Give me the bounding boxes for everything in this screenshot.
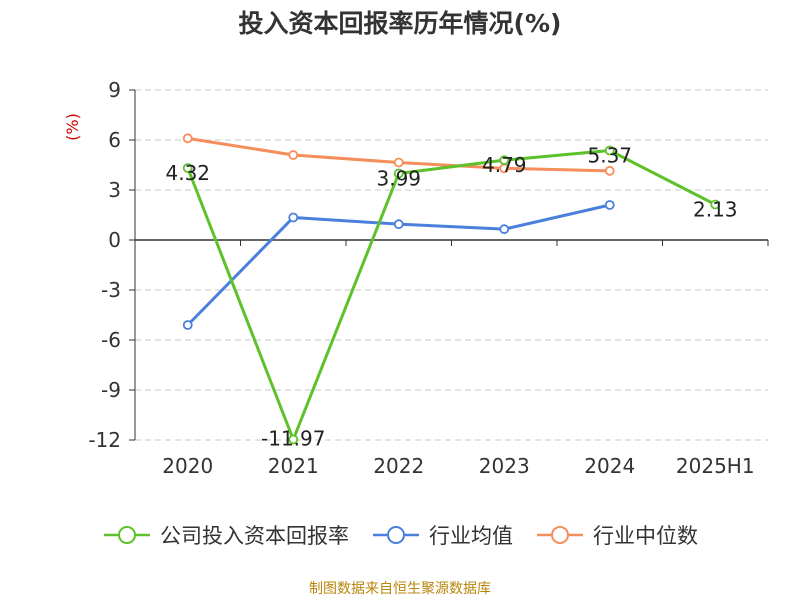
data-point: [393, 219, 404, 230]
legend-line-icon: [373, 526, 419, 544]
y-axis-label: (%): [63, 113, 82, 141]
data-label: 3.99: [376, 167, 421, 191]
data-point: [604, 165, 615, 176]
y-tick-label: -3: [101, 278, 121, 302]
grid-lines: [135, 89, 768, 441]
legend-item: 公司投入资本回报率: [102, 520, 349, 550]
y-tick-label: 0: [108, 228, 121, 252]
data-point: [182, 163, 193, 173]
data-point: [182, 320, 193, 330]
data-point: [499, 155, 510, 166]
x-tick-label: 2024: [584, 454, 635, 478]
y-tick-label: -12: [88, 428, 121, 452]
data-point: [710, 199, 721, 210]
x-tick-label: 2020: [162, 454, 213, 478]
data-point: [604, 145, 615, 156]
x-tick-label: 2021: [268, 454, 319, 478]
y-tick-label: -6: [101, 328, 121, 352]
data-label: 4.32: [165, 161, 210, 185]
x-tick-label: 2022: [373, 454, 424, 478]
legend-label: 行业均值: [429, 524, 513, 548]
legend-label: 行业中位数: [593, 524, 698, 548]
data-point: [499, 224, 510, 235]
y-tick-label: 3: [108, 178, 121, 202]
axes: 9 6 3 0 -3 -6 -9 -12 2020 2021 2022 2023 2024 2025H1 (…: [63, 78, 769, 478]
series-lines: [182, 133, 721, 445]
y-tick-label: 6: [108, 128, 121, 152]
data-label: 4.79: [482, 153, 527, 177]
series-line: [186, 149, 716, 441]
legend: 公司投入资本回报率 行业均值 行业中位数: [0, 520, 800, 550]
x-tick-label: 2025H1: [676, 454, 755, 478]
data-point: [604, 200, 615, 210]
y-tick-label: -9: [101, 378, 121, 402]
data-point: [393, 168, 404, 179]
data-label: 2.13: [693, 198, 738, 222]
data-point: [393, 157, 404, 168]
data-point: [288, 212, 299, 223]
legend-item: 行业均值: [371, 520, 513, 550]
legend-line-icon: [104, 526, 150, 544]
legend-item: 行业中位数: [535, 520, 698, 550]
legend-label: 公司投入资本回报率: [160, 524, 349, 548]
data-point: [288, 150, 299, 160]
source-note: 制图数据来自恒生聚源数据库: [309, 581, 491, 597]
data-point: [288, 434, 299, 445]
data-labels: 4.32 -11.97 3.99 4.79 5.37 2.13: [165, 144, 737, 451]
chart-title: 投入资本回报率历年情况(%): [238, 9, 562, 38]
x-tick-label: 2023: [479, 454, 530, 478]
data-label: -11.97: [261, 427, 325, 451]
y-tick-label: 9: [108, 78, 121, 102]
data-label: 5.37: [587, 144, 632, 168]
data-point: [182, 133, 193, 144]
legend-line-icon: [537, 526, 583, 544]
